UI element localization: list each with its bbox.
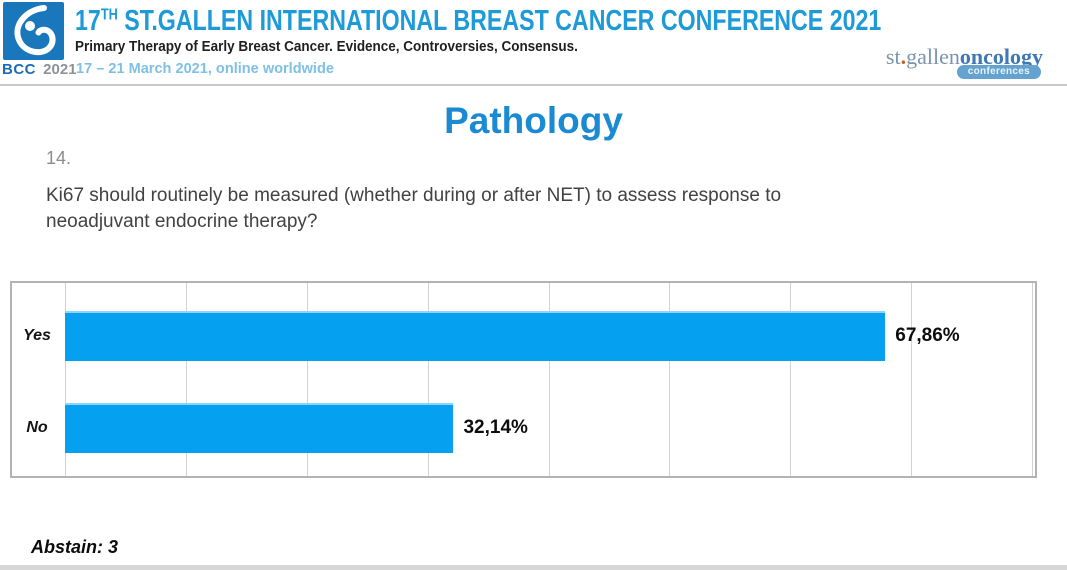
abstain-count: Abstain: 3	[31, 537, 119, 557]
bottom-edge-strip	[0, 565, 1067, 570]
stgallen-logo-dot: .	[900, 44, 907, 69]
bar-yes	[65, 311, 886, 361]
gridline	[1032, 283, 1033, 476]
poll-results-chart: 67,86% 32,14% Yes No	[10, 281, 1037, 478]
drop-icon	[14, 5, 56, 56]
question-number: 14.	[46, 148, 72, 168]
conferences-badge: conferences	[956, 65, 1041, 79]
gridline	[65, 283, 66, 476]
bar-value-label-yes: 67,86%	[895, 325, 960, 346]
stgallen-oncology-logo: st.gallenoncology	[886, 44, 1043, 70]
stgallen-logo-gallen: gallen	[906, 44, 960, 69]
conference-title: 17TH ST.GALLEN INTERNATIONAL BREAST CANC…	[75, 5, 881, 38]
conference-subtitle: Primary Therapy of Early Breast Cancer. …	[75, 39, 578, 55]
gridline	[669, 283, 671, 476]
bcc-logo-caption: BCC 2021	[2, 61, 77, 78]
bar-category-label-no: No	[26, 419, 48, 436]
gridline	[185, 283, 187, 476]
question-line-2: neoadjuvant endocrine therapy?	[46, 211, 318, 232]
bar-category-label-yes: Yes	[23, 327, 51, 344]
bcc-logo-year: 2021	[43, 61, 77, 78]
question-text: Ki67 should routinely be measured (wheth…	[46, 183, 781, 235]
page-title: Pathology	[444, 100, 623, 141]
conference-title-text: ST.GALLEN INTERNATIONAL BREAST CANCER CO…	[117, 5, 882, 37]
header-divider	[0, 84, 1067, 86]
stgallen-logo-st: st	[885, 44, 901, 69]
conference-date: 17 – 21 March 2021, online worldwide	[76, 60, 334, 77]
stgallen-logo-oncology: oncology	[959, 44, 1043, 69]
bcc-conference-logo	[3, 2, 64, 60]
chart-plot-area: 67,86% 32,14%	[65, 283, 1033, 476]
gridline	[790, 283, 792, 476]
gridline	[548, 283, 550, 476]
gridline	[427, 283, 429, 476]
conference-title-ordinal: TH	[100, 6, 118, 24]
conference-title-number: 17	[75, 5, 101, 37]
gridline	[911, 283, 913, 476]
gridline	[306, 283, 308, 476]
bcc-logo-text: BCC	[2, 61, 36, 78]
question-line-1: Ki67 should routinely be measured (wheth…	[46, 185, 782, 206]
bar-value-label-no: 32,14%	[463, 417, 528, 438]
bar-no	[65, 403, 454, 453]
